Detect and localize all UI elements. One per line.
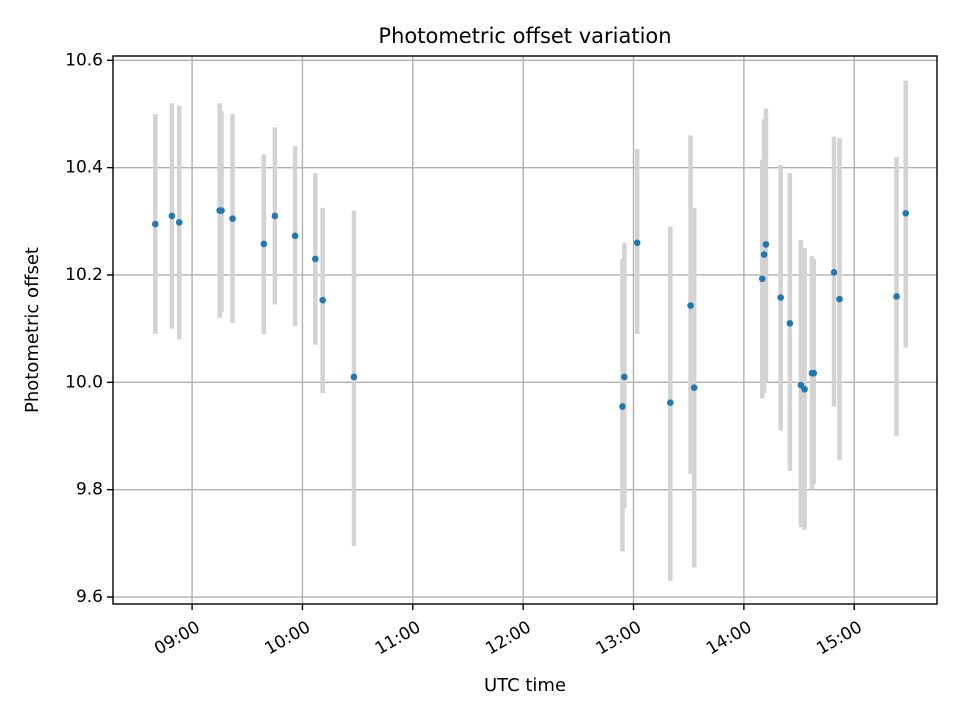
data-point (168, 212, 176, 220)
data-point (786, 319, 794, 327)
data-point (229, 215, 236, 222)
y-tick-label: 10.0 (65, 372, 103, 392)
y-tick-label: 10.6 (65, 50, 103, 70)
data-point (758, 275, 766, 283)
data-point (893, 293, 900, 300)
data-point (830, 269, 838, 276)
data-points (152, 80, 910, 581)
data-point (619, 403, 626, 410)
x-axis-label: UTC time (484, 675, 566, 696)
data-point (260, 240, 268, 248)
y-tick-label: 9.8 (76, 480, 103, 500)
data-point (760, 251, 768, 258)
data-point (777, 294, 784, 301)
x-tick-label: 10:00 (262, 617, 314, 659)
data-point (621, 373, 628, 381)
x-tick-label: 11:00 (372, 617, 424, 659)
data-point (218, 207, 225, 214)
data-point (312, 255, 319, 263)
data-point (902, 209, 910, 217)
axis-ticks: 09:00 10:00 11:00 12:00 13:00 14:00 15:00 9.6 9.… (65, 50, 866, 659)
data-point (687, 302, 694, 309)
y-axis-label: Photometric offset (22, 247, 43, 413)
x-tick-label: 13:00 (593, 617, 645, 659)
plot-frame (112, 55, 938, 605)
x-tick-label: 12:00 (482, 617, 534, 659)
data-point (319, 296, 326, 304)
y-tick-label: 10.2 (65, 265, 103, 285)
data-point (762, 241, 770, 248)
data-point (797, 381, 805, 389)
x-tick-label: 15:00 (813, 617, 865, 659)
data-point (633, 239, 641, 247)
data-point (175, 219, 183, 226)
data-point (690, 384, 698, 391)
data-point (836, 295, 843, 303)
data-point (350, 373, 358, 381)
x-tick-label: 14:00 (703, 617, 755, 659)
data-point (271, 212, 279, 220)
data-point (291, 232, 299, 240)
y-tick-label: 10.4 (65, 158, 103, 178)
x-tick-label: 09:00 (151, 617, 203, 659)
y-tick-label: 9.6 (76, 587, 103, 607)
data-point (667, 399, 674, 407)
data-point (810, 369, 818, 377)
chart-title: Photometric offset variation (378, 24, 671, 48)
data-point (801, 386, 808, 393)
data-point (152, 220, 159, 228)
